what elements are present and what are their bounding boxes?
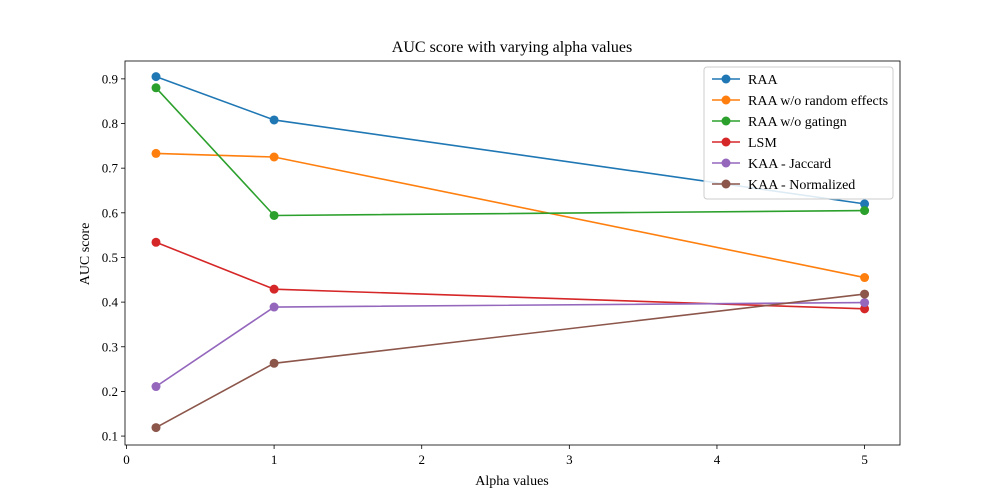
legend-marker: [721, 116, 731, 126]
data-point: [151, 382, 161, 392]
legend-entry: RAA w/o random effects: [712, 94, 888, 109]
legend-label: RAA: [748, 73, 778, 88]
data-point: [269, 302, 279, 312]
data-point: [860, 298, 870, 308]
legend-marker: [721, 95, 731, 105]
series-4: [151, 298, 870, 392]
data-point: [860, 199, 870, 209]
y-tick-label: 0.5: [102, 250, 118, 265]
data-point: [860, 289, 870, 299]
y-axis-label: AUC score: [78, 223, 93, 286]
legend: RAA RAA w/o random effects RAA w/o gatingn…: [703, 66, 894, 200]
legend-label: KAA - Jaccard: [748, 157, 831, 172]
data-point: [860, 206, 870, 216]
legend-marker: [721, 74, 731, 84]
legend-entry: KAA - Jaccard: [712, 157, 831, 172]
y-tick-label: 0.6: [102, 205, 119, 220]
y-tick-label: 0.8: [102, 116, 118, 131]
data-point: [860, 273, 870, 283]
legend-entry: RAA w/o gatingn: [712, 115, 847, 130]
x-tick-label: 2: [418, 452, 425, 467]
data-point: [269, 358, 279, 368]
data-point: [269, 210, 279, 220]
y-tick-label: 0.3: [102, 339, 118, 354]
data-point: [269, 115, 279, 125]
series-0: [151, 72, 870, 209]
x-axis-label: Alpha values: [475, 474, 548, 489]
legend-marker: [721, 137, 731, 147]
legend-label: LSM: [748, 136, 777, 151]
x-tick-label: 5: [861, 452, 868, 467]
x-tick-label: 0: [123, 452, 130, 467]
y-tick-label: 0.9: [102, 71, 118, 86]
plot-frame: [124, 60, 901, 446]
data-point: [151, 423, 161, 433]
chart-title: AUC score with varying alpha values: [392, 39, 632, 56]
legend-entry: KAA - Normalized: [712, 178, 855, 193]
series-5: [151, 289, 870, 433]
data-point: [151, 72, 161, 82]
legend-marker: [721, 158, 731, 168]
legend-marker: [721, 179, 731, 189]
x-tick-label: 1: [271, 452, 278, 467]
legend-label: RAA w/o random effects: [748, 94, 888, 109]
y-tick-label: 0.7: [102, 161, 119, 176]
y-tick-label: 0.4: [102, 295, 119, 310]
series-3: [151, 237, 870, 314]
series-line: [155, 241, 865, 310]
series-1: [151, 148, 870, 283]
data-point: [151, 237, 161, 247]
data-point: [151, 83, 161, 93]
x-tick-label: 3: [566, 452, 573, 467]
y-tick-label: 0.1: [102, 429, 118, 444]
plot-area: 0 1 2 3 4 5 0.1 0.2 0.3 0.4 0.5 0.6 0.7 0.8 0.9: [102, 60, 901, 467]
legend-entry: LSM: [712, 136, 777, 151]
y-tick-label: 0.2: [102, 384, 118, 399]
data-point: [269, 284, 279, 294]
data-point: [269, 152, 279, 162]
series-2: [151, 83, 870, 220]
legend-label: RAA w/o gatingn: [748, 115, 847, 130]
legend-label: KAA - Normalized: [748, 178, 855, 193]
x-tick-label: 4: [714, 452, 721, 467]
series-line: [155, 301, 865, 388]
legend-entry: RAA: [712, 73, 778, 88]
data-point: [860, 304, 870, 314]
legend-frame: [703, 66, 894, 200]
data-point: [151, 148, 161, 158]
